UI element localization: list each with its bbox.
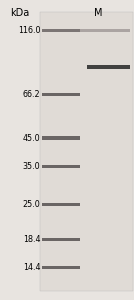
FancyBboxPatch shape [42,203,80,206]
Text: 116.0: 116.0 [18,26,40,35]
FancyBboxPatch shape [87,65,130,69]
Text: 25.0: 25.0 [23,200,40,209]
FancyBboxPatch shape [42,136,80,140]
FancyBboxPatch shape [42,29,80,32]
FancyBboxPatch shape [42,29,130,32]
Text: M: M [94,8,102,17]
Text: 18.4: 18.4 [23,235,40,244]
Text: 45.0: 45.0 [23,134,40,142]
FancyBboxPatch shape [42,165,80,168]
Text: 35.0: 35.0 [23,162,40,171]
Text: 66.2: 66.2 [23,90,40,99]
FancyBboxPatch shape [42,93,80,96]
FancyBboxPatch shape [42,266,80,269]
FancyBboxPatch shape [42,238,80,241]
Text: 14.4: 14.4 [23,263,40,272]
FancyBboxPatch shape [40,12,133,291]
Text: kDa: kDa [10,8,30,17]
